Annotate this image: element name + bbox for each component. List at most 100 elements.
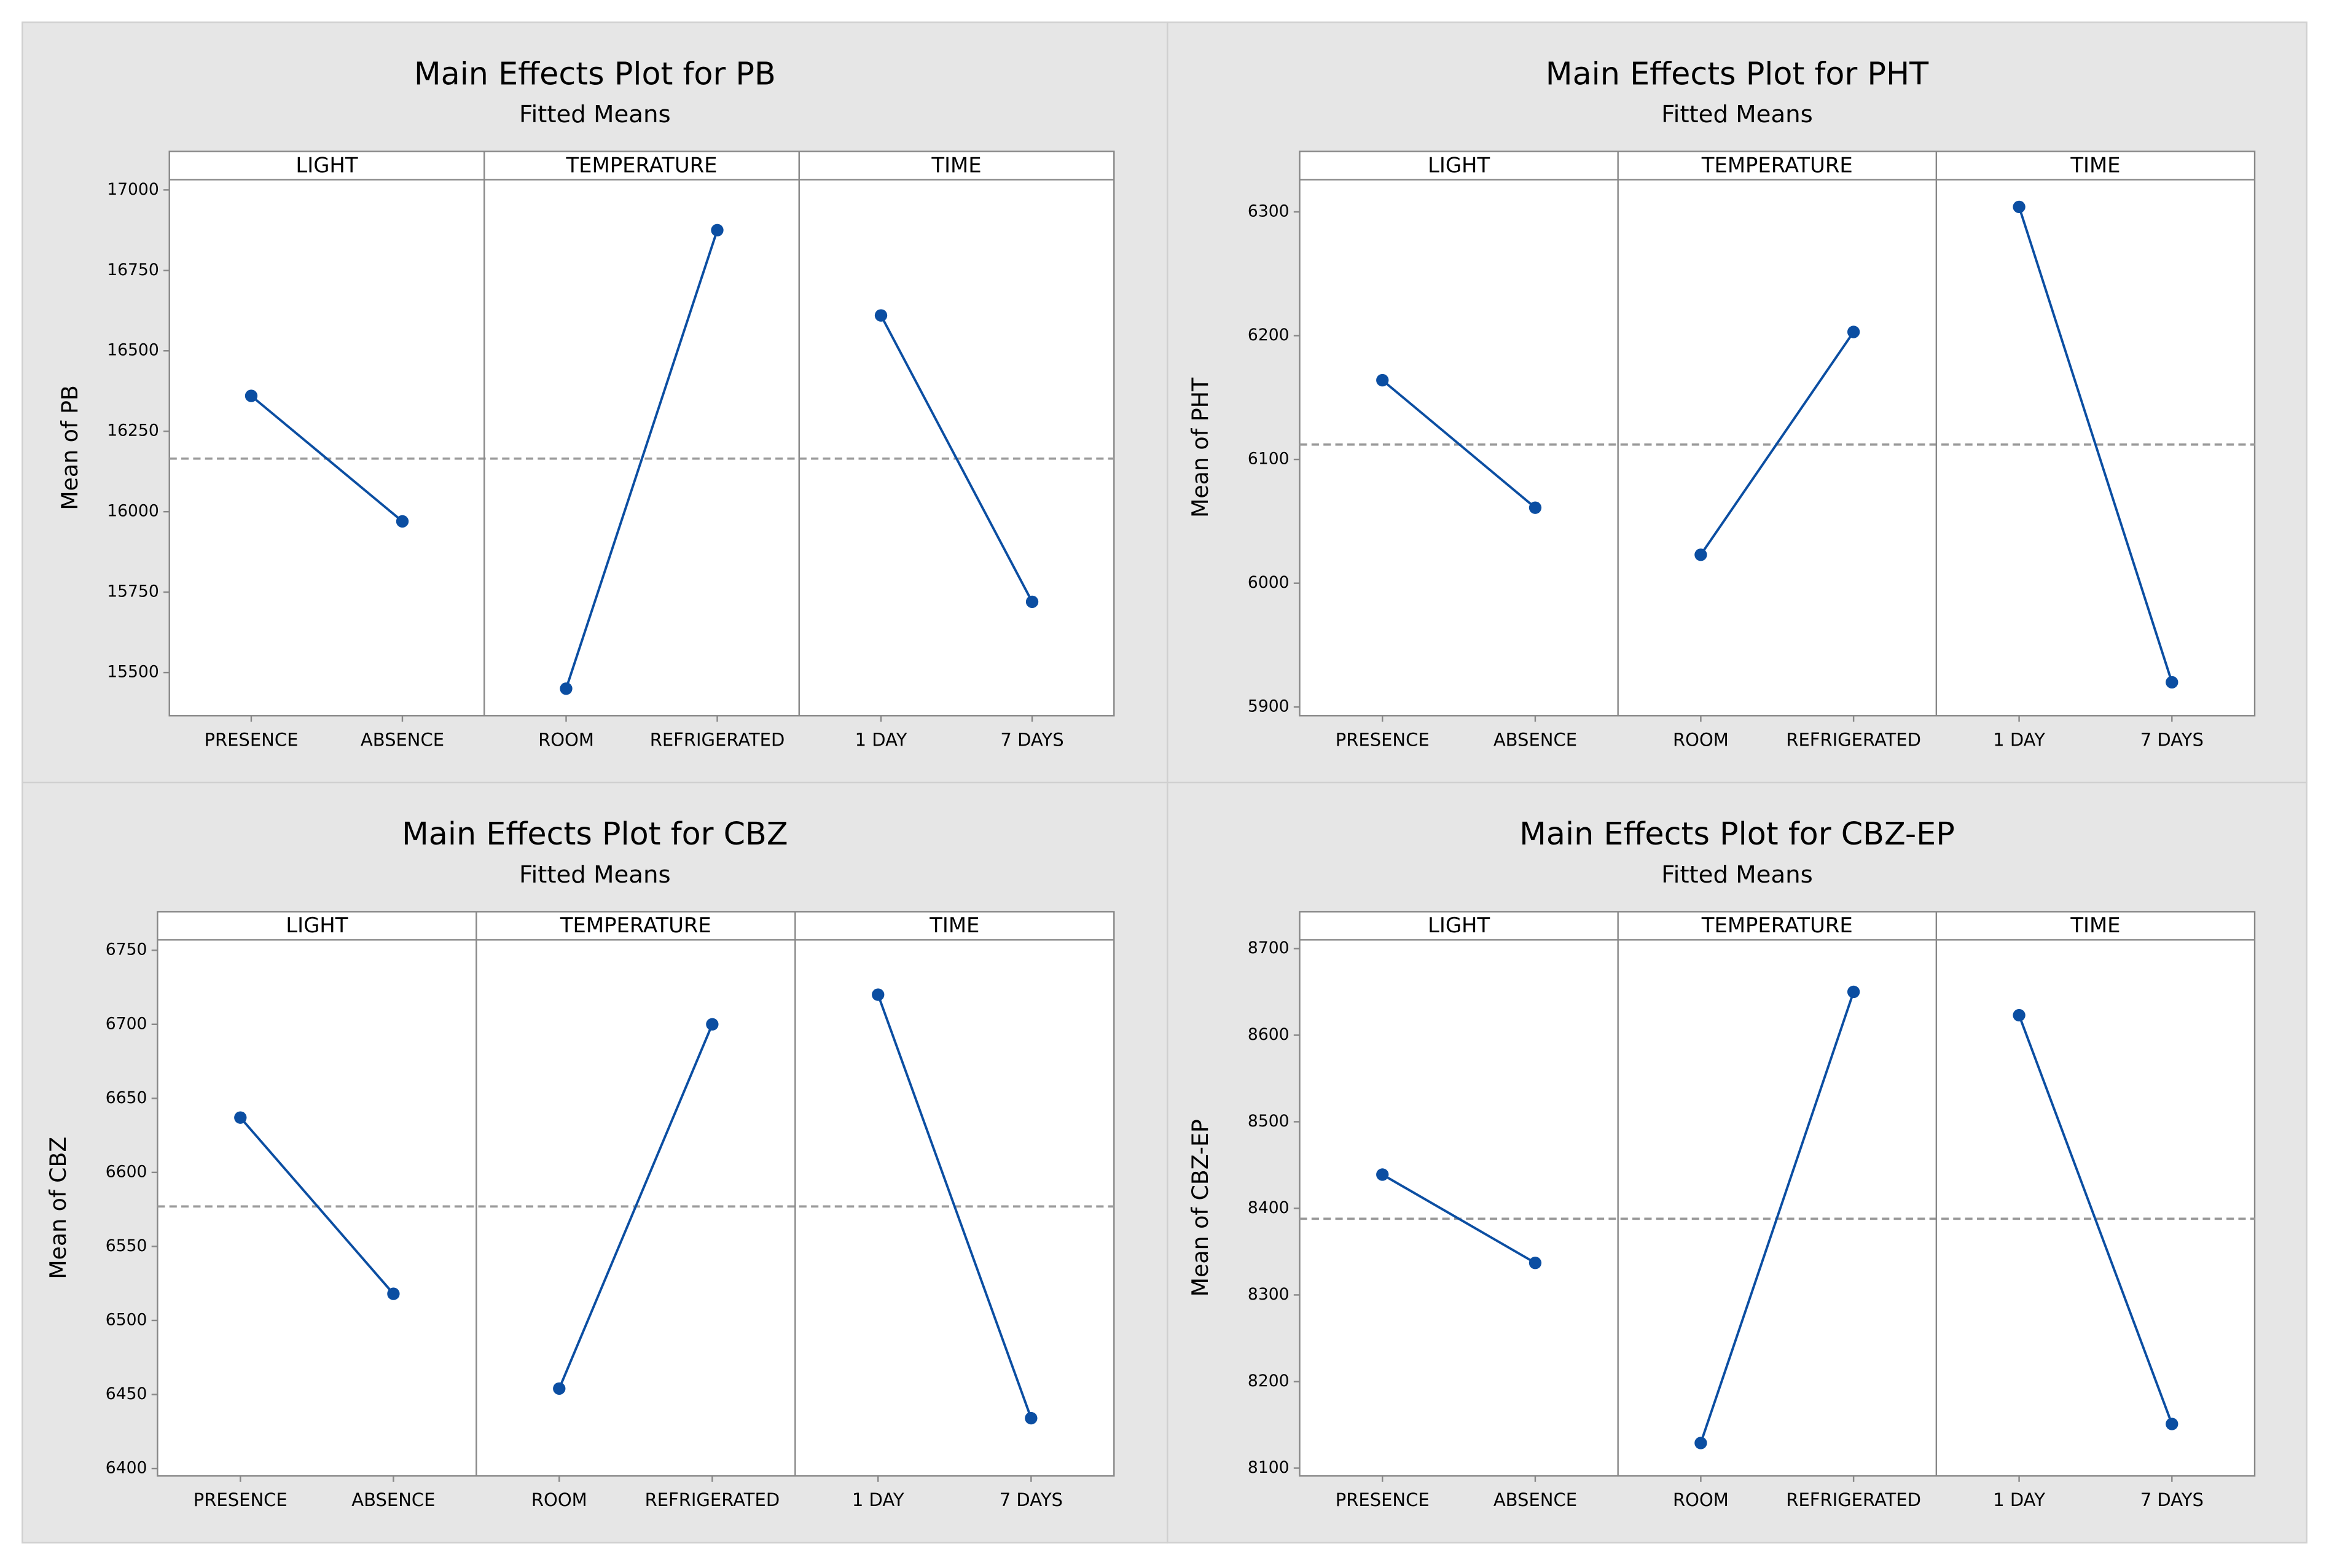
effect-line: [2018, 1015, 2174, 1425]
plot-area: [1299, 911, 2256, 1477]
chart-subtitle: Fitted Means: [1661, 861, 1813, 889]
effect-point: [1694, 548, 1707, 561]
y-tick-label: 15750: [107, 582, 159, 601]
effect-point: [1694, 1437, 1707, 1449]
panel-header: TEMPERATURE: [560, 913, 711, 937]
y-tick-label: 8100: [1248, 1458, 1290, 1477]
x-tick-label: PRESENCE: [1336, 1489, 1430, 1510]
x-tick-label: 1 DAY: [1993, 1489, 2045, 1510]
y-tick-label: 15500: [107, 663, 159, 682]
y-tick-label: 6700: [106, 1014, 147, 1033]
effect-point: [874, 309, 888, 322]
x-tick-label: ABSENCE: [361, 729, 444, 750]
y-tick-label: 17000: [107, 180, 159, 199]
effect-point: [2013, 1008, 2026, 1022]
y-tick-label: 16250: [107, 421, 159, 440]
chart-title: Main Effects Plot for PHT: [1546, 55, 1929, 92]
y-axis-label: Mean of PHT: [1187, 377, 1213, 518]
y-tick-label: 16500: [107, 341, 159, 360]
y-tick-label: 16750: [107, 260, 159, 279]
effect-line: [239, 1117, 394, 1295]
y-axis-label: Mean of PB: [57, 385, 83, 510]
chart-subtitle: Fitted Means: [1661, 101, 1813, 128]
x-tick-label: 7 DAYS: [2140, 1489, 2204, 1510]
effect-point: [560, 682, 573, 695]
effect-line: [558, 1024, 714, 1389]
effect-point: [387, 1287, 400, 1300]
effect-point: [1376, 373, 1389, 387]
y-tick-label: 6000: [1248, 573, 1290, 592]
effect-point: [1847, 326, 1860, 338]
panel-header: LIGHT: [296, 153, 358, 177]
plot-area: [1299, 150, 2256, 717]
y-tick-label: 8700: [1248, 938, 1290, 958]
effect-point: [711, 224, 724, 236]
effect-line: [880, 314, 1033, 603]
effect-point: [2166, 1418, 2178, 1430]
y-tick-label: 8500: [1248, 1112, 1290, 1131]
x-tick-label: PRESENCE: [204, 729, 298, 750]
effect-line: [1699, 331, 1855, 556]
x-tick-label: ABSENCE: [1493, 1489, 1577, 1510]
x-tick-label: REFRIGERATED: [1786, 1489, 1921, 1510]
effect-line: [2018, 206, 2174, 683]
effect-line: [1699, 991, 1855, 1444]
chart-title: Main Effects Plot for CBZ: [402, 816, 788, 852]
x-tick-label: 1 DAY: [855, 729, 907, 750]
effect-point: [706, 1018, 719, 1031]
effect-point: [1025, 595, 1039, 608]
effect-point: [1529, 1257, 1542, 1270]
chart-title: Main Effects Plot for PB: [414, 55, 776, 92]
x-tick-label: ROOM: [1673, 1489, 1729, 1510]
panel-header: TIME: [2070, 913, 2120, 937]
y-tick-label: 6400: [106, 1459, 147, 1478]
panel-header: TEMPERATURE: [566, 153, 718, 177]
effect-point: [396, 515, 409, 528]
y-tick-label: 8400: [1248, 1198, 1290, 1217]
x-tick-label: ROOM: [1673, 729, 1729, 750]
panel-header: TIME: [2070, 153, 2120, 177]
effect-line: [1382, 1173, 1536, 1264]
effect-point: [553, 1382, 566, 1395]
x-tick-label: 7 DAYS: [1000, 1489, 1063, 1510]
y-tick-label: 6550: [106, 1236, 147, 1255]
panel-header: TIME: [929, 913, 979, 937]
effect-point: [1529, 501, 1542, 514]
chart-subtitle: Fitted Means: [519, 861, 671, 889]
plot-area: [168, 150, 1115, 717]
x-tick-label: REFRIGERATED: [645, 1489, 780, 1510]
y-tick-label: 8200: [1248, 1371, 1290, 1391]
panel-header: LIGHT: [286, 913, 348, 937]
y-tick-label: 5900: [1248, 697, 1290, 716]
effect-line: [250, 395, 404, 523]
panel-header: LIGHT: [1428, 153, 1490, 177]
y-tick-label: 16000: [107, 502, 159, 521]
y-axis-label: Mean of CBZ: [45, 1137, 71, 1279]
x-tick-label: 1 DAY: [852, 1489, 904, 1510]
x-tick-label: PRESENCE: [194, 1489, 288, 1510]
y-tick-label: 6500: [106, 1310, 147, 1329]
y-tick-label: 6600: [106, 1162, 147, 1181]
effect-point: [245, 389, 258, 402]
y-tick-label: 6650: [106, 1088, 147, 1107]
y-tick-label: 8600: [1248, 1025, 1290, 1044]
y-axis-label: Mean of CBZ-EP: [1187, 1119, 1213, 1297]
x-tick-label: REFRIGERATED: [650, 729, 785, 750]
panel-header: TEMPERATURE: [1701, 153, 1853, 177]
y-tick-label: 6750: [106, 940, 147, 959]
x-tick-label: 7 DAYS: [2140, 729, 2204, 750]
effect-point: [2013, 200, 2026, 214]
y-tick-label: 6100: [1248, 450, 1290, 469]
effect-point: [1025, 1411, 1038, 1425]
y-tick-label: 6450: [106, 1384, 147, 1403]
x-tick-label: ABSENCE: [1493, 729, 1577, 750]
x-tick-label: ROOM: [531, 1489, 587, 1510]
x-tick-label: 7 DAYS: [1000, 729, 1063, 750]
panel-header: TIME: [931, 153, 981, 177]
chart-title: Main Effects Plot for CBZ-EP: [1519, 816, 1955, 852]
y-tick-label: 6300: [1248, 201, 1290, 220]
y-tick-label: 6200: [1248, 326, 1290, 345]
effect-point: [2166, 676, 2178, 689]
